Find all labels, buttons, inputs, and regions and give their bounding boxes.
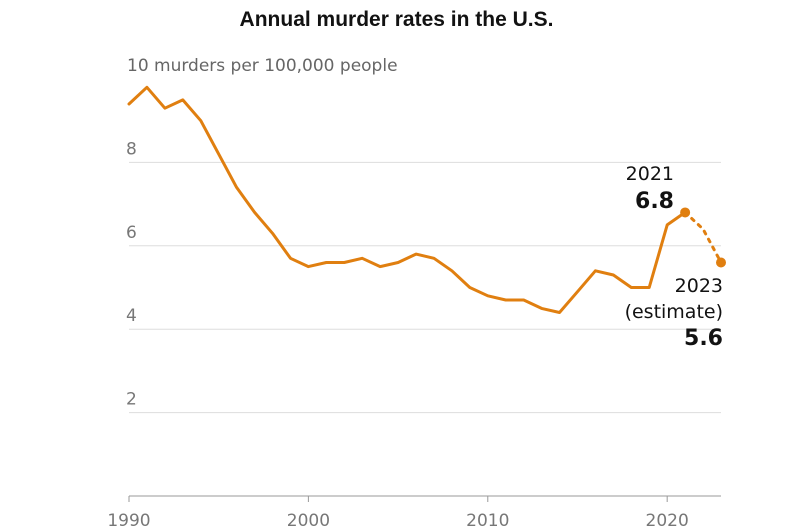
- series-lines: [127, 85, 723, 314]
- annotated-point: [680, 207, 691, 218]
- annotation-2023-value: 5.6: [684, 326, 723, 351]
- x-axis: 1990 2000 2010 2020: [107, 495, 721, 526]
- y-tick-label: 4: [126, 306, 137, 326]
- x-tick-label: 2010: [466, 511, 509, 526]
- y-tick-label: 6: [126, 223, 137, 243]
- annotations: 2021 6.8 2023 (estimate) 5.6: [625, 163, 723, 351]
- annotation-2023-year: 2023: [675, 275, 723, 297]
- estimate-line: [683, 210, 723, 264]
- series-line: [127, 85, 687, 314]
- x-tick-label: 1990: [107, 511, 150, 526]
- annotated-point: [716, 257, 726, 268]
- y-tick-label: 2: [126, 390, 137, 410]
- y-tick-label: 8: [126, 139, 137, 159]
- x-tick-label: 2020: [646, 511, 689, 526]
- gridlines: [129, 161, 721, 414]
- y-tick-labels: 2 4 6 8: [126, 139, 137, 409]
- chart-title: Annual murder rates in the U.S.: [239, 8, 554, 31]
- y-axis-label: 10 murders per 100,000 people: [127, 56, 398, 76]
- x-tick-label: 2000: [287, 511, 330, 526]
- annotation-points: [680, 207, 726, 268]
- annotation-2021-year: 2021: [626, 163, 674, 185]
- annotation-2023-note: (estimate): [625, 301, 723, 323]
- annotation-2021-value: 6.8: [635, 189, 674, 214]
